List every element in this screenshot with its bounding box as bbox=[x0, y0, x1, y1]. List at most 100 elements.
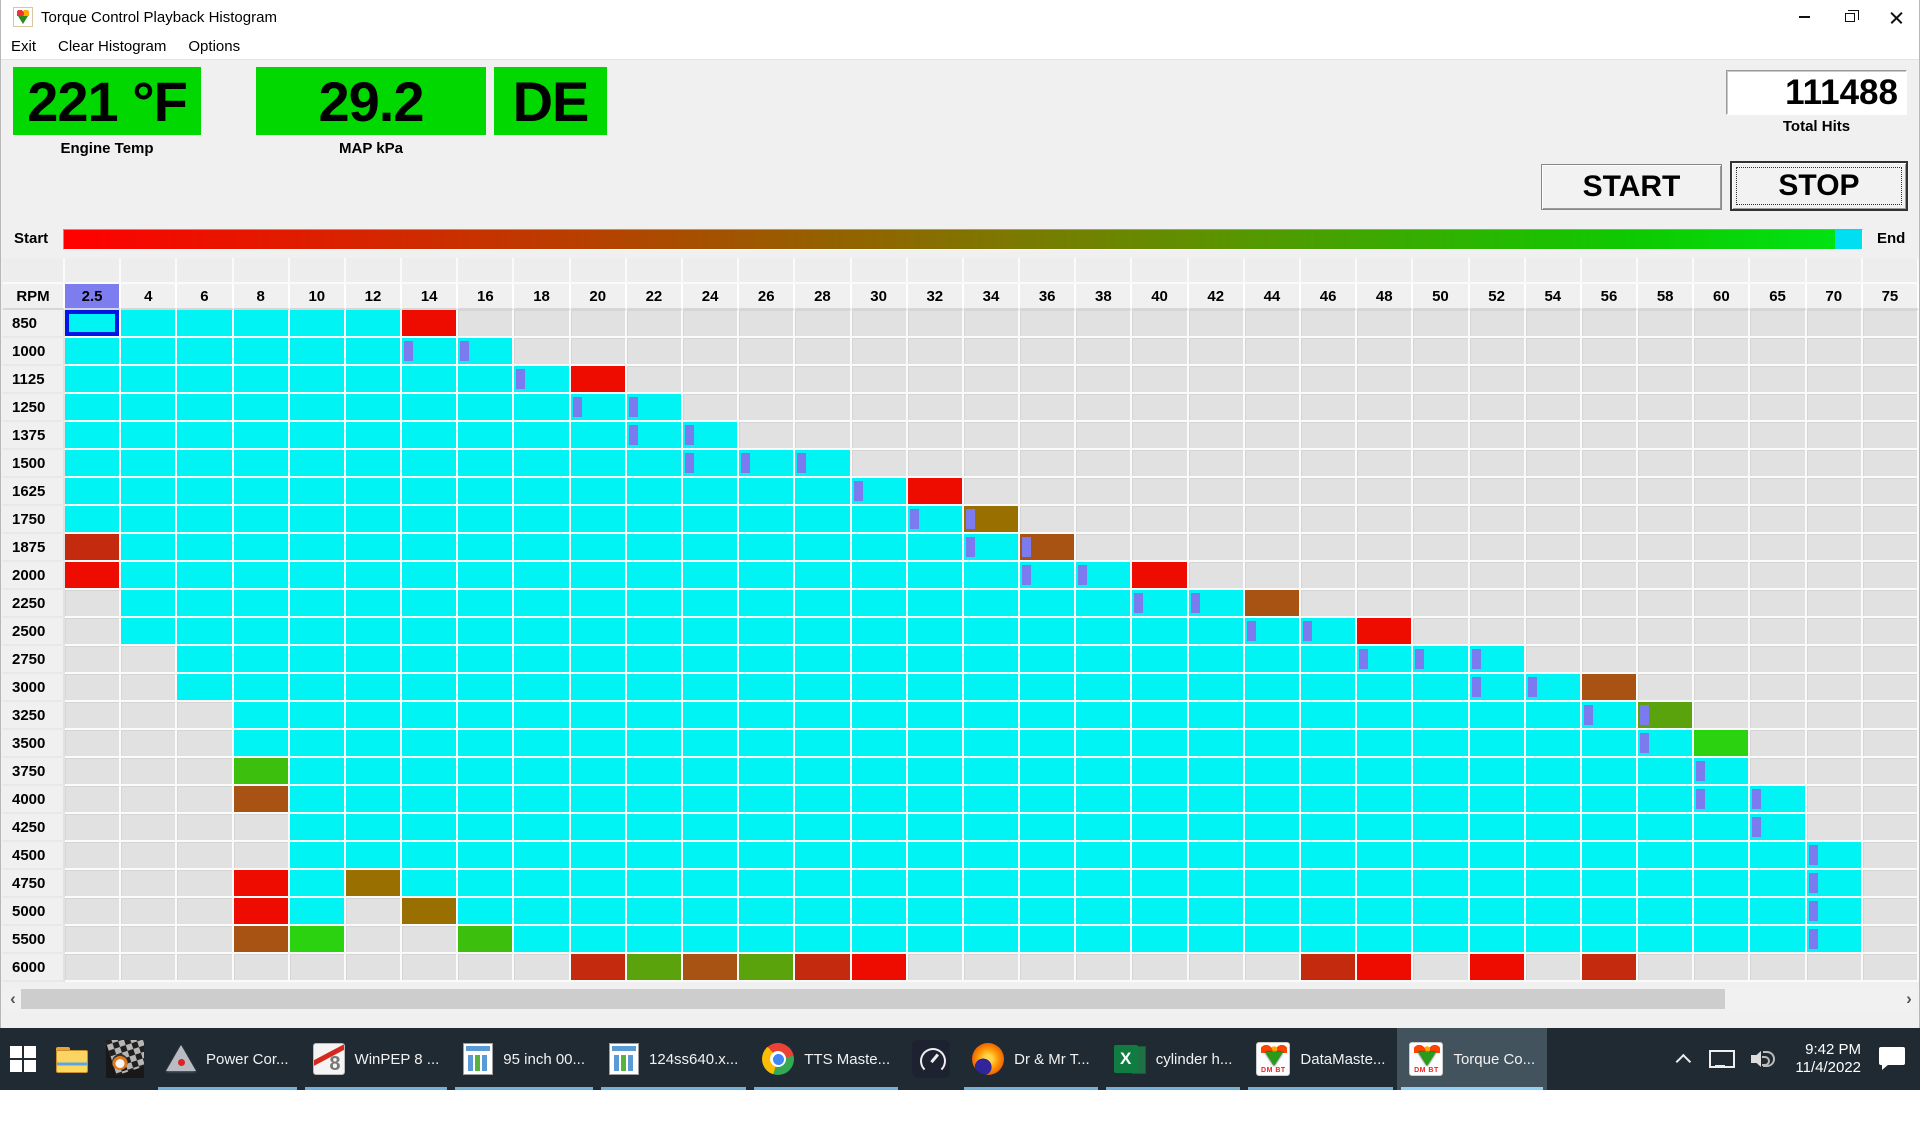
cell-4500-24[interactable] bbox=[683, 842, 740, 870]
cell-1375-14[interactable] bbox=[402, 422, 459, 450]
cell-2750-46[interactable] bbox=[1301, 646, 1358, 674]
cell-1750-10[interactable] bbox=[289, 506, 346, 534]
cell-1875-8[interactable] bbox=[233, 534, 290, 562]
cell-1125-12[interactable] bbox=[345, 366, 403, 394]
cell-4000-32[interactable] bbox=[907, 786, 964, 814]
cell-1125-75[interactable] bbox=[1862, 366, 1919, 394]
cell-5000-26[interactable] bbox=[739, 898, 796, 926]
cell-1125-42[interactable] bbox=[1188, 366, 1245, 394]
cell-6000-54[interactable] bbox=[1525, 954, 1582, 982]
cell-2250-2.5[interactable] bbox=[65, 590, 122, 618]
cell-2000-65[interactable] bbox=[1750, 562, 1807, 590]
cell-2000-34[interactable] bbox=[963, 562, 1021, 590]
cell-4000-44[interactable] bbox=[1244, 786, 1301, 814]
cell-2500-40[interactable] bbox=[1132, 618, 1189, 646]
cell-3250-36[interactable] bbox=[1020, 702, 1077, 730]
cell-1000-18[interactable] bbox=[514, 338, 571, 366]
cell-4500-70[interactable] bbox=[1806, 842, 1863, 870]
cell-1750-2.5[interactable] bbox=[65, 506, 122, 534]
cell-5500-70[interactable] bbox=[1806, 926, 1863, 954]
cell-1125-18[interactable] bbox=[514, 366, 571, 394]
cell-2250-32[interactable] bbox=[907, 590, 964, 618]
cell-3750-22[interactable] bbox=[626, 758, 683, 786]
cell-2750-40[interactable] bbox=[1132, 646, 1189, 674]
cell-2750-58[interactable] bbox=[1638, 646, 1695, 674]
cell-6000-22[interactable] bbox=[626, 954, 683, 982]
taskbar-item-windows-start[interactable] bbox=[0, 1028, 46, 1090]
cell-4750-14[interactable] bbox=[402, 870, 459, 898]
cell-850-20[interactable] bbox=[570, 310, 627, 338]
cell-3500-42[interactable] bbox=[1188, 730, 1245, 758]
cell-1125-24[interactable] bbox=[683, 366, 740, 394]
cell-4250-46[interactable] bbox=[1301, 814, 1358, 842]
cell-5000-46[interactable] bbox=[1301, 898, 1358, 926]
cell-3000-20[interactable] bbox=[570, 674, 627, 702]
cell-1250-2.5[interactable] bbox=[65, 394, 122, 422]
cell-2000-54[interactable] bbox=[1525, 562, 1582, 590]
cell-3750-4[interactable] bbox=[121, 758, 178, 786]
cell-4000-38[interactable] bbox=[1076, 786, 1133, 814]
cell-3750-14[interactable] bbox=[402, 758, 459, 786]
cell-1125-36[interactable] bbox=[1020, 366, 1077, 394]
cell-5000-60[interactable] bbox=[1694, 898, 1751, 926]
cell-3250-46[interactable] bbox=[1301, 702, 1358, 730]
cell-1375-58[interactable] bbox=[1638, 422, 1695, 450]
cell-1125-52[interactable] bbox=[1469, 366, 1526, 394]
cell-2250-34[interactable] bbox=[963, 590, 1021, 618]
cell-3250-54[interactable] bbox=[1525, 702, 1582, 730]
cell-6000-75[interactable] bbox=[1862, 954, 1919, 982]
cell-2500-75[interactable] bbox=[1862, 618, 1919, 646]
cell-1250-12[interactable] bbox=[345, 394, 403, 422]
cell-1500-46[interactable] bbox=[1301, 450, 1358, 478]
cell-4750-48[interactable] bbox=[1357, 870, 1414, 898]
cell-2500-10[interactable] bbox=[289, 618, 346, 646]
cell-3000-54[interactable] bbox=[1525, 674, 1582, 702]
cell-850-30[interactable] bbox=[851, 310, 908, 338]
cell-2000-16[interactable] bbox=[458, 562, 515, 590]
cell-1375-30[interactable] bbox=[851, 422, 908, 450]
cell-1125-40[interactable] bbox=[1132, 366, 1189, 394]
cell-2250-28[interactable] bbox=[795, 590, 852, 618]
cell-4000-28[interactable] bbox=[795, 786, 852, 814]
close-button[interactable] bbox=[1873, 0, 1919, 34]
cell-1750-28[interactable] bbox=[795, 506, 852, 534]
cell-3500-56[interactable] bbox=[1581, 730, 1639, 758]
cell-2750-65[interactable] bbox=[1750, 646, 1807, 674]
cell-1500-58[interactable] bbox=[1638, 450, 1695, 478]
cell-4250-10[interactable] bbox=[289, 814, 346, 842]
cell-2250-26[interactable] bbox=[739, 590, 796, 618]
cell-4000-34[interactable] bbox=[963, 786, 1021, 814]
cell-1625-32[interactable] bbox=[907, 478, 964, 506]
scrollbar-thumb[interactable] bbox=[21, 989, 1725, 1009]
tray-speaker-icon[interactable] bbox=[1751, 1049, 1777, 1069]
cell-4000-4[interactable] bbox=[121, 786, 178, 814]
cell-1500-18[interactable] bbox=[514, 450, 571, 478]
cell-3000-28[interactable] bbox=[795, 674, 852, 702]
cell-2000-40[interactable] bbox=[1132, 562, 1189, 590]
cell-4000-2.5[interactable] bbox=[65, 786, 122, 814]
cell-1125-38[interactable] bbox=[1076, 366, 1133, 394]
cell-850-48[interactable] bbox=[1357, 310, 1414, 338]
cell-850-65[interactable] bbox=[1750, 310, 1807, 338]
column-header-12[interactable]: 12 bbox=[345, 284, 403, 310]
cell-4750-28[interactable] bbox=[795, 870, 852, 898]
cell-3750-42[interactable] bbox=[1188, 758, 1245, 786]
cell-1125-32[interactable] bbox=[907, 366, 964, 394]
cell-1875-36[interactable] bbox=[1020, 534, 1077, 562]
cell-5000-18[interactable] bbox=[514, 898, 571, 926]
cell-1250-56[interactable] bbox=[1581, 394, 1639, 422]
cell-1375-48[interactable] bbox=[1357, 422, 1414, 450]
column-header-75[interactable]: 75 bbox=[1862, 284, 1919, 310]
cell-1625-34[interactable] bbox=[963, 478, 1021, 506]
cell-3500-46[interactable] bbox=[1301, 730, 1358, 758]
cell-3000-75[interactable] bbox=[1862, 674, 1919, 702]
cell-4250-30[interactable] bbox=[851, 814, 908, 842]
cell-1000-65[interactable] bbox=[1750, 338, 1807, 366]
cell-1625-75[interactable] bbox=[1862, 478, 1919, 506]
cell-2750-10[interactable] bbox=[289, 646, 346, 674]
cell-4500-26[interactable] bbox=[739, 842, 796, 870]
cell-2500-65[interactable] bbox=[1750, 618, 1807, 646]
cell-3250-32[interactable] bbox=[907, 702, 964, 730]
cell-1000-56[interactable] bbox=[1581, 338, 1639, 366]
cell-2000-14[interactable] bbox=[402, 562, 459, 590]
